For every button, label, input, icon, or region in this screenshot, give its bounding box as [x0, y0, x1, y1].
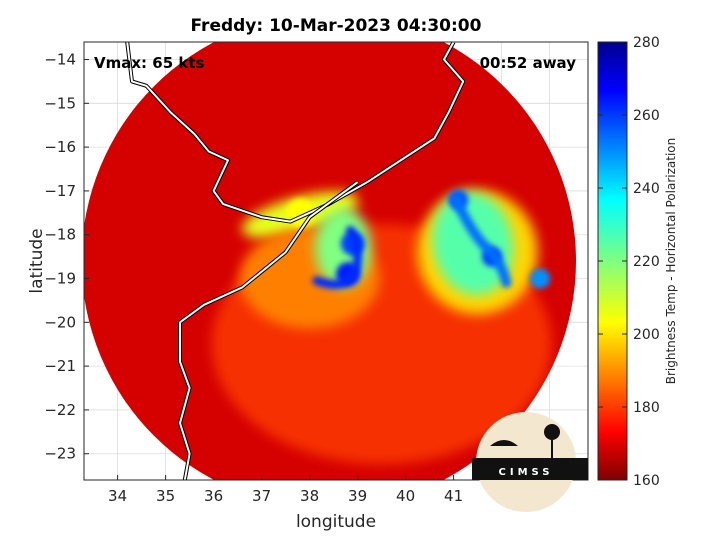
- colorbar-tick-label: 240: [633, 181, 660, 197]
- y-tick-label: −15: [44, 94, 76, 112]
- logo-water-tower: [544, 424, 560, 440]
- coastline-north: [126, 42, 465, 223]
- rainband-stroke: [451, 194, 512, 288]
- plot-frame: [83, 41, 589, 481]
- logo-dish: [490, 440, 518, 446]
- x-axis-label: longitude: [296, 512, 376, 532]
- colorbar-tick-label: 180: [633, 400, 660, 416]
- y-tick-label: −16: [44, 138, 76, 156]
- colorbar-tick-label: 200: [633, 327, 660, 343]
- logo-text: CIMSS: [499, 467, 554, 478]
- y-tick-label: −18: [44, 226, 76, 244]
- y-tick-label: −22: [44, 401, 76, 419]
- colorbar-tick-label: 260: [633, 108, 660, 124]
- x-tick-label: 36: [204, 487, 223, 505]
- coastline: [125, 42, 466, 480]
- coastline-south: [179, 181, 359, 480]
- y-tick-label: −20: [44, 313, 76, 331]
- colorbar-label: Brightness Temp - Horizontal Polarizatio…: [664, 138, 678, 385]
- y-axis-ticks: −14 −15 −16 −17 −18 −19 −20 −21 −22 −23: [44, 51, 89, 463]
- chart-title: Freddy: 10-Mar-2023 04:30:00: [191, 16, 482, 36]
- colorbar-tick-label: 280: [633, 35, 660, 51]
- vmax-annotation: Vmax: 65 kts: [94, 54, 204, 72]
- x-tick-label: 34: [108, 487, 127, 505]
- cimss-logo: CIMSS: [472, 412, 588, 512]
- colorbar-tick-label: 220: [633, 254, 660, 270]
- y-tick-label: −17: [44, 182, 76, 200]
- x-tick-label: 41: [444, 487, 463, 505]
- x-tick-label: 38: [300, 487, 319, 505]
- y-tick-label: −23: [44, 445, 76, 463]
- x-tick-label: 35: [156, 487, 175, 505]
- x-tick-label: 40: [396, 487, 415, 505]
- x-tick-label: 37: [252, 487, 271, 505]
- y-axis-label: latitude: [27, 228, 47, 293]
- feature-rainband-c: [530, 268, 550, 289]
- logo-building: [472, 458, 588, 480]
- eyewall-stroke: [312, 225, 363, 289]
- colorbar-ticks: 160 180 200 220 240 260 280: [598, 35, 660, 489]
- colorbar-tick-label: 160: [633, 473, 660, 489]
- swath-features: [211, 189, 552, 465]
- x-tick-label: 39: [348, 487, 367, 505]
- time-away-annotation: 00:52 away: [480, 54, 577, 72]
- convection-region: [432, 191, 514, 296]
- y-tick-label: −21: [44, 357, 76, 375]
- y-tick-label: −19: [44, 270, 76, 288]
- y-tick-label: −14: [44, 51, 76, 69]
